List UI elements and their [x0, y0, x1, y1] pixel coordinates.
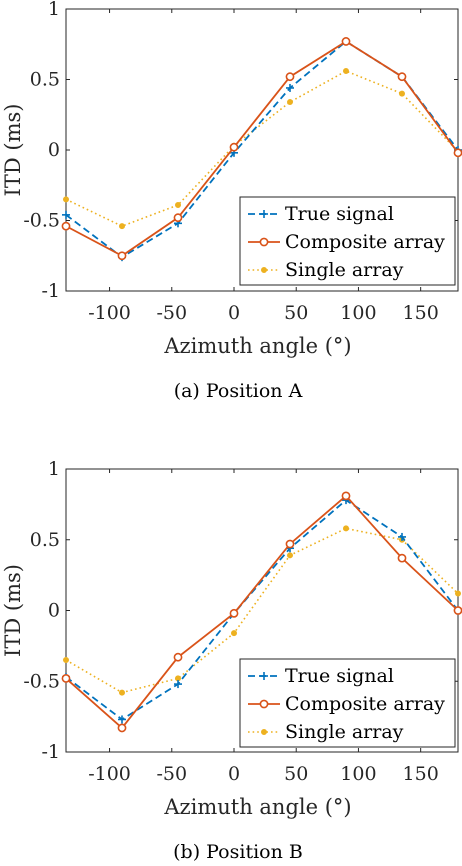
x-tick-label: 0	[228, 763, 240, 785]
legend-marker	[260, 210, 268, 218]
data-point	[285, 539, 295, 549]
x-tick-label: 0	[228, 302, 240, 324]
y-axis-label: ITD (ms)	[1, 104, 25, 197]
series-single-array	[63, 525, 461, 696]
chart-position-a: -100 -50 0 50 100 150 -1 -0.5 0 0.5 1 Azimuth angle…	[1, 0, 462, 402]
data-point	[342, 525, 349, 532]
series-line	[65, 40, 459, 257]
y-axis-label: ITD (ms)	[1, 564, 25, 657]
data-point	[62, 210, 70, 219]
figure-caption: (b) Position B	[173, 841, 303, 863]
legend-label: Composite array	[285, 231, 445, 253]
legend-label: Composite array	[285, 693, 445, 715]
data-point	[341, 37, 351, 46]
data-point	[229, 142, 239, 152]
series-line	[65, 527, 459, 694]
legend: True signal Composite array Single array	[239, 658, 456, 748]
legend-item: True signal	[248, 665, 394, 687]
data-point	[174, 680, 182, 689]
data-point	[118, 715, 126, 724]
data-point	[453, 148, 462, 158]
legend: True signal Composite array Single array	[239, 196, 456, 286]
y-tick-label: -0.5	[23, 670, 60, 692]
x-tick-label: 50	[284, 763, 308, 785]
legend-label: True signal	[285, 665, 394, 687]
y-tick-label: 0	[48, 139, 60, 161]
legend-marker	[259, 699, 269, 709]
data-point	[398, 532, 406, 541]
y-tick-label: -1	[41, 741, 60, 763]
data-point	[342, 68, 349, 75]
legend-marker	[259, 237, 269, 247]
data-point	[119, 689, 126, 696]
data-point	[286, 99, 293, 106]
data-point	[341, 491, 351, 501]
data-point	[63, 657, 70, 664]
legend-label: True signal	[285, 203, 394, 225]
y-tick-label: 1	[48, 0, 60, 20]
series-line	[65, 499, 459, 721]
y-tick-label: 0.5	[30, 529, 60, 551]
series-line	[65, 40, 459, 259]
legend-label: Single array	[285, 721, 404, 743]
x-tick-label: -50	[156, 763, 187, 785]
series-composite-array	[61, 37, 462, 261]
legend-item: True signal	[248, 203, 394, 225]
data-point	[174, 201, 181, 208]
legend-item: Composite array	[248, 231, 445, 253]
data-point	[230, 630, 237, 637]
legend-item: Composite array	[248, 693, 445, 715]
legend-marker	[260, 266, 267, 273]
legend-marker	[260, 729, 267, 736]
x-tick-label: 100	[340, 302, 376, 324]
y-tick-label: -1	[41, 280, 60, 302]
data-point	[63, 196, 70, 203]
series-line	[65, 494, 459, 730]
data-point	[454, 590, 461, 597]
legend-item: Single array	[248, 259, 404, 281]
x-tick-label: 100	[340, 763, 376, 785]
x-tick-label: 150	[403, 763, 439, 785]
data-point	[117, 251, 127, 261]
data-point	[397, 72, 407, 82]
chart-position-b: -100 -50 0 50 100 150 -1 -0.5 0 0.5 1 Azimuth angle…	[1, 458, 462, 863]
x-tick-label: -100	[88, 302, 131, 324]
legend-marker	[260, 672, 268, 680]
data-point	[286, 83, 294, 92]
y-tick-label: 0	[48, 600, 60, 622]
data-point	[117, 723, 127, 733]
x-tick-label: 150	[403, 302, 439, 324]
data-point	[286, 552, 293, 559]
data-point	[61, 221, 71, 231]
data-point	[61, 674, 71, 683]
x-tick-label: -100	[88, 763, 131, 785]
legend-item: Single array	[248, 721, 404, 743]
y-tick-label: 1	[48, 458, 60, 480]
data-point	[397, 553, 407, 563]
legend-label: Single array	[285, 259, 404, 281]
data-point	[173, 652, 183, 662]
y-tick-label: 0.5	[30, 69, 60, 91]
x-axis-label: Azimuth angle (°)	[163, 795, 351, 819]
x-tick-label: 50	[284, 302, 308, 324]
data-point	[453, 606, 462, 615]
data-point	[285, 72, 295, 82]
x-tick-label: -50	[156, 302, 187, 324]
figure-caption: (a) Position A	[174, 380, 303, 402]
data-point	[398, 90, 405, 97]
data-point	[229, 608, 239, 618]
data-point	[173, 213, 183, 223]
x-axis-label: Azimuth angle (°)	[163, 334, 351, 358]
y-tick-label: -0.5	[23, 210, 60, 232]
data-point	[119, 223, 126, 230]
